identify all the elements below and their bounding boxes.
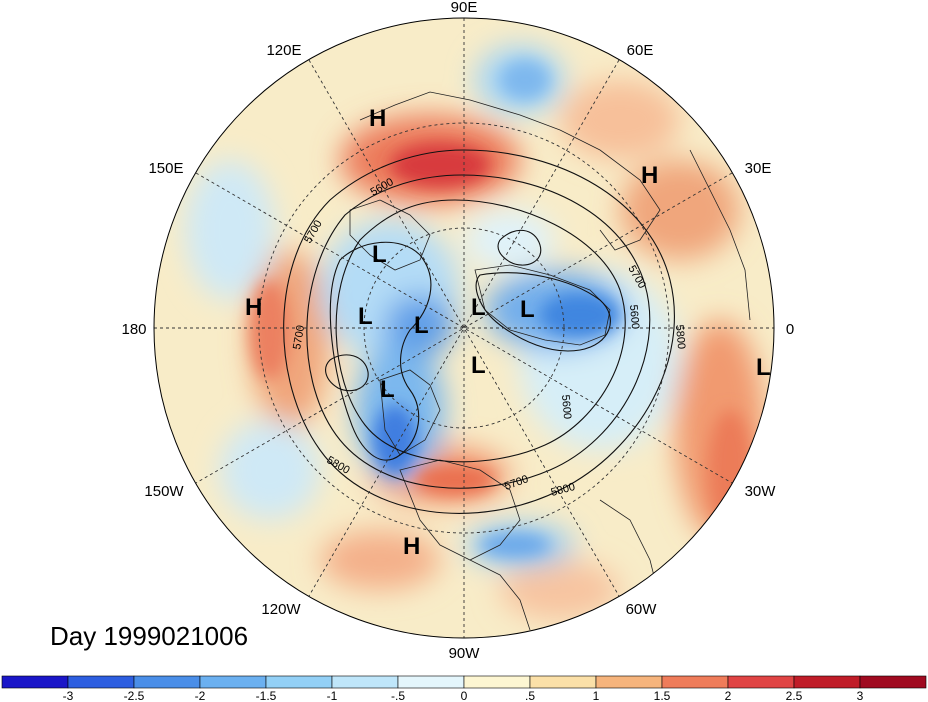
colorbar-box: [793, 675, 861, 689]
contour-label: 5600: [559, 394, 573, 419]
polar-map: [153, 17, 775, 639]
colorbar-labels: -3 -2.5 -2 -1.5 -1 -.5 0 .5 1 1.5 2 2.5 3: [63, 689, 864, 702]
colorbar-box: [1, 675, 69, 689]
colorbar-box: [67, 675, 135, 689]
longitude-labels: 90E 120E 60E 150E 30E 180 0 150W 30W 120…: [121, 0, 794, 662]
height-contours: [283, 149, 675, 514]
colorbar-tick-label: 0: [461, 689, 468, 702]
colorbar-tick-label: 3: [857, 689, 864, 702]
low-pressure-marker: L: [380, 376, 395, 403]
contour-label: 5600: [627, 304, 641, 329]
colorbar-tick-label: -1.5: [256, 689, 277, 702]
colorbar-tick-label: 1.5: [654, 689, 671, 702]
colorbar-tick-label: 2.5: [786, 689, 803, 702]
high-pressure-marker: H: [245, 294, 262, 321]
high-pressure-marker: H: [369, 105, 386, 132]
colorbar-box: [463, 675, 531, 689]
low-pressure-marker: L: [756, 354, 771, 381]
low-pressure-marker: L: [358, 303, 373, 330]
colorbar-tick-label: -2: [195, 689, 206, 702]
lon-label-150e: 150E: [148, 160, 183, 177]
lon-label-60e: 60E: [627, 42, 654, 59]
map-boundary: [153, 17, 775, 639]
graticule: [154, 18, 774, 638]
colorbar-box: [595, 675, 663, 689]
low-pressure-marker: L: [471, 294, 486, 321]
coastlines: [349, 91, 751, 631]
colorbar-tick-label: -.5: [391, 689, 405, 702]
colorbar-box: [727, 675, 795, 689]
colorbar-box: [661, 675, 729, 689]
colorbar-tick-label: -1: [327, 689, 338, 702]
lon-label-150w: 150W: [144, 483, 184, 500]
colorbar-box: [529, 675, 597, 689]
colorbar-tick-label: .5: [525, 689, 535, 702]
lon-label-180: 180: [121, 321, 146, 338]
colorbar-tick-label: 2: [725, 689, 732, 702]
colorbar-tick-label: -3: [63, 689, 74, 702]
high-pressure-marker: H: [403, 533, 420, 560]
colorbar-boxes: [1, 675, 927, 689]
colorbar-box: [859, 675, 927, 689]
lon-label-30e: 30E: [745, 160, 772, 177]
colorbar-tick-label: -2.5: [124, 689, 145, 702]
lon-label-90w: 90W: [449, 645, 481, 662]
contour-label: 5800: [673, 324, 687, 349]
colorbar-box: [133, 675, 201, 689]
low-pressure-marker: L: [414, 312, 429, 339]
lon-label-120e: 120E: [266, 42, 301, 59]
low-pressure-marker: L: [372, 241, 387, 268]
lon-label-60w: 60W: [626, 601, 658, 618]
colorbar-box: [199, 675, 267, 689]
low-pressure-marker: L: [520, 296, 535, 323]
pressure-centers: H H H H L L L L L L L L: [245, 105, 771, 560]
high-pressure-marker: H: [641, 162, 658, 189]
colorbar-tick-label: 1: [593, 689, 600, 702]
low-pressure-marker: L: [471, 352, 486, 379]
lon-label-120w: 120W: [261, 601, 301, 618]
contour-label: 5700: [291, 324, 307, 350]
colorbar-box: [397, 675, 465, 689]
colorbar-box: [265, 675, 333, 689]
lon-label-90e: 90E: [451, 0, 478, 16]
colorbar: -3 -2.5 -2 -1.5 -1 -.5 0 .5 1 1.5 2 2.5 3: [1, 675, 927, 702]
colorbar-box: [331, 675, 399, 689]
date-label: Day 1999021006: [50, 621, 248, 651]
lon-label-30w: 30W: [745, 483, 777, 500]
anomaly-shading: [154, 18, 774, 638]
lon-label-0: 0: [786, 321, 794, 338]
